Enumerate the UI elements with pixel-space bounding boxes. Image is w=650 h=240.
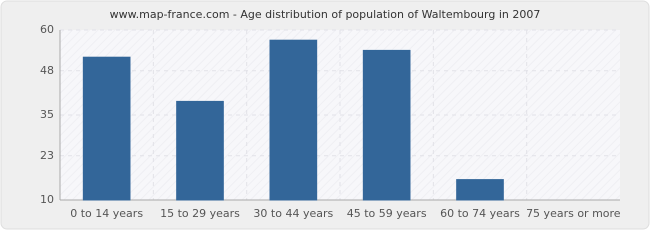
chart-title: www.map-france.com - Age distribution of… [110, 8, 541, 21]
x-tick-label: 75 years or more [526, 207, 621, 220]
x-tick-label: 15 to 29 years [160, 207, 240, 220]
x-tick-label: 45 to 59 years [347, 207, 427, 220]
x-tick-label: 30 to 44 years [253, 207, 333, 220]
chart: www.map-france.com - Age distribution of… [0, 0, 650, 230]
x-tick-label: 0 to 14 years [70, 207, 143, 220]
bar [269, 39, 318, 201]
bar [456, 179, 504, 201]
bar [362, 49, 411, 201]
y-tick-label: 35 [40, 108, 54, 121]
bar [82, 56, 131, 201]
bar [176, 100, 224, 201]
x-tick-label: 60 to 74 years [440, 207, 520, 220]
y-tick-label: 23 [40, 149, 54, 162]
y-tick-label: 48 [40, 64, 54, 77]
y-tick-label: 60 [40, 23, 54, 36]
y-tick-label: 10 [40, 193, 54, 206]
